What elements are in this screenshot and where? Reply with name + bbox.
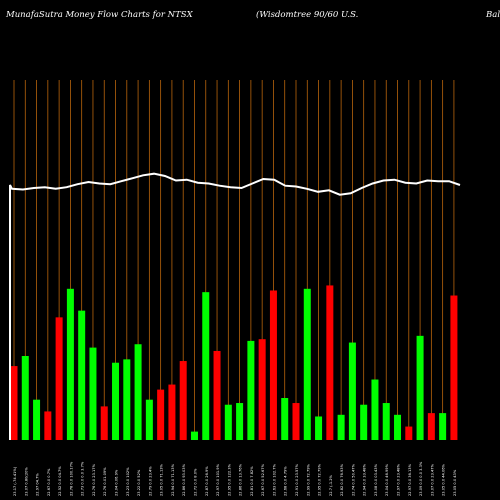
x-tick-label: 23.05 0.0 71.13%	[160, 463, 164, 496]
x-tick-label: 22.95 0.0 122.3%	[227, 463, 231, 496]
x-tick-label: 22.68 0.0 4.79%	[284, 466, 288, 496]
bar	[157, 389, 165, 440]
x-tick-label: 23.04 0.0 46.99%	[385, 463, 389, 496]
x-tick-label: 22.72 0.0 8.0%	[193, 468, 197, 496]
price-line	[9, 172, 461, 440]
x-tick-label: 22.67 0.0 52.67%	[261, 463, 265, 496]
bar	[360, 404, 368, 440]
x-tick-label: 22.74 0.0 50.47%	[351, 463, 355, 496]
x-tick-label: 22.82 0.0 76.93%	[340, 463, 344, 496]
bar	[168, 384, 176, 440]
bar	[123, 359, 131, 440]
chart-title-left: MunafaSutra Money Flow Charts for NTSX	[6, 10, 193, 20]
bar	[371, 379, 379, 440]
bar	[190, 431, 198, 440]
bar	[427, 413, 435, 440]
x-tick-label: 23.23 0.0 102%	[126, 467, 130, 496]
chart-title-middle: (Wisdomtree 90/60 U.S.	[256, 10, 359, 20]
chart-title-right: Bal	[486, 10, 500, 20]
bar	[405, 426, 413, 440]
bar	[78, 310, 86, 440]
bar	[382, 403, 390, 440]
x-tick-label: 23.05 0.0 44.06%	[442, 463, 446, 496]
bar	[224, 404, 232, 440]
x-tick-label: 23.17 (-74.41%)	[13, 466, 17, 496]
bar	[44, 411, 52, 440]
x-tick-label: 22.63 0.0 102.7%	[272, 463, 276, 496]
bar	[281, 398, 289, 440]
bar	[21, 356, 29, 440]
bar	[292, 403, 300, 440]
x-tick-label: 23.09 0.0 0.0 3.3%	[419, 461, 423, 496]
x-tick-label: 22.52 0.0 04.7%	[58, 466, 62, 496]
x-tick-label: 22.7 (-1.2%	[329, 474, 333, 496]
bar	[55, 317, 63, 440]
x-tick-label: 22.95 0.0 72.79%	[318, 463, 322, 496]
bar	[112, 362, 120, 440]
bar	[89, 347, 97, 440]
bar	[33, 399, 41, 440]
x-tick-label: 22.87 0.0 26.9%	[205, 466, 209, 496]
bar	[348, 342, 356, 440]
x-tick-label: 22.91 0.0 23.57%	[295, 463, 299, 496]
bar	[100, 406, 108, 440]
x-tick-label: 22.86 0.0 93.03%	[182, 463, 186, 496]
bar	[10, 366, 18, 440]
x-tick-label: 23.08 0.0 03.43%	[374, 463, 378, 496]
x-tick-label: 22.97 04.7%	[36, 473, 40, 496]
x-tick-label: 22.76 0.0 23.17%	[92, 463, 96, 496]
x-tick-label: 23.07 0.80(20%	[24, 467, 28, 496]
bar	[247, 340, 255, 440]
bar	[213, 350, 221, 440]
x-tick-label: 23.07 0.0 23.47%	[430, 463, 434, 496]
bar	[394, 414, 402, 440]
bar	[179, 361, 187, 440]
bar	[439, 413, 447, 440]
x-tick-label: 22.78 0.0 100.17%	[69, 461, 73, 496]
bar	[326, 285, 334, 440]
bar	[202, 292, 210, 440]
bar	[416, 335, 424, 440]
x-tick-label: 22.97 0.0 36.13%	[408, 463, 412, 496]
x-tick-label: 22.94 0.0 33.48%	[363, 463, 367, 496]
x-tick-label: 23.04 0.06.9%	[115, 469, 119, 496]
x-tick-label: 22.94 0.0 71.13%	[171, 463, 175, 496]
x-tick-label: 22.97 0.0 101.9%	[216, 463, 220, 496]
x-tick-label: 22.99 0.0 72.79%	[306, 463, 310, 496]
bar	[236, 403, 244, 440]
x-tick-label: 22.73 0.0 0.0 3.7%	[81, 461, 85, 496]
bar	[315, 416, 323, 440]
bar	[303, 288, 311, 440]
x-tick-label: 22.86 0.0 13.76%	[239, 463, 243, 496]
bar	[450, 295, 458, 440]
x-tick-label: 23.22 0.0 52%	[137, 469, 141, 496]
x-tick-label: 22.67 0.0 0.7%	[47, 468, 51, 496]
bar	[134, 344, 142, 440]
x-tick-label: 22.97 0.0 23.48%	[397, 463, 401, 496]
x-tick-label: 22.76 0.01.09%	[103, 467, 107, 496]
x-tick-label: 23.05 0.0 43%	[453, 469, 457, 496]
x-tick-label: 22.81 0.0 7.82%	[250, 466, 254, 496]
bar	[66, 288, 74, 440]
bar	[145, 399, 153, 440]
x-tick-label: 22.79 0.0 23.4%	[148, 466, 152, 496]
bar	[269, 290, 277, 440]
bar	[258, 339, 266, 440]
bar	[337, 414, 345, 440]
